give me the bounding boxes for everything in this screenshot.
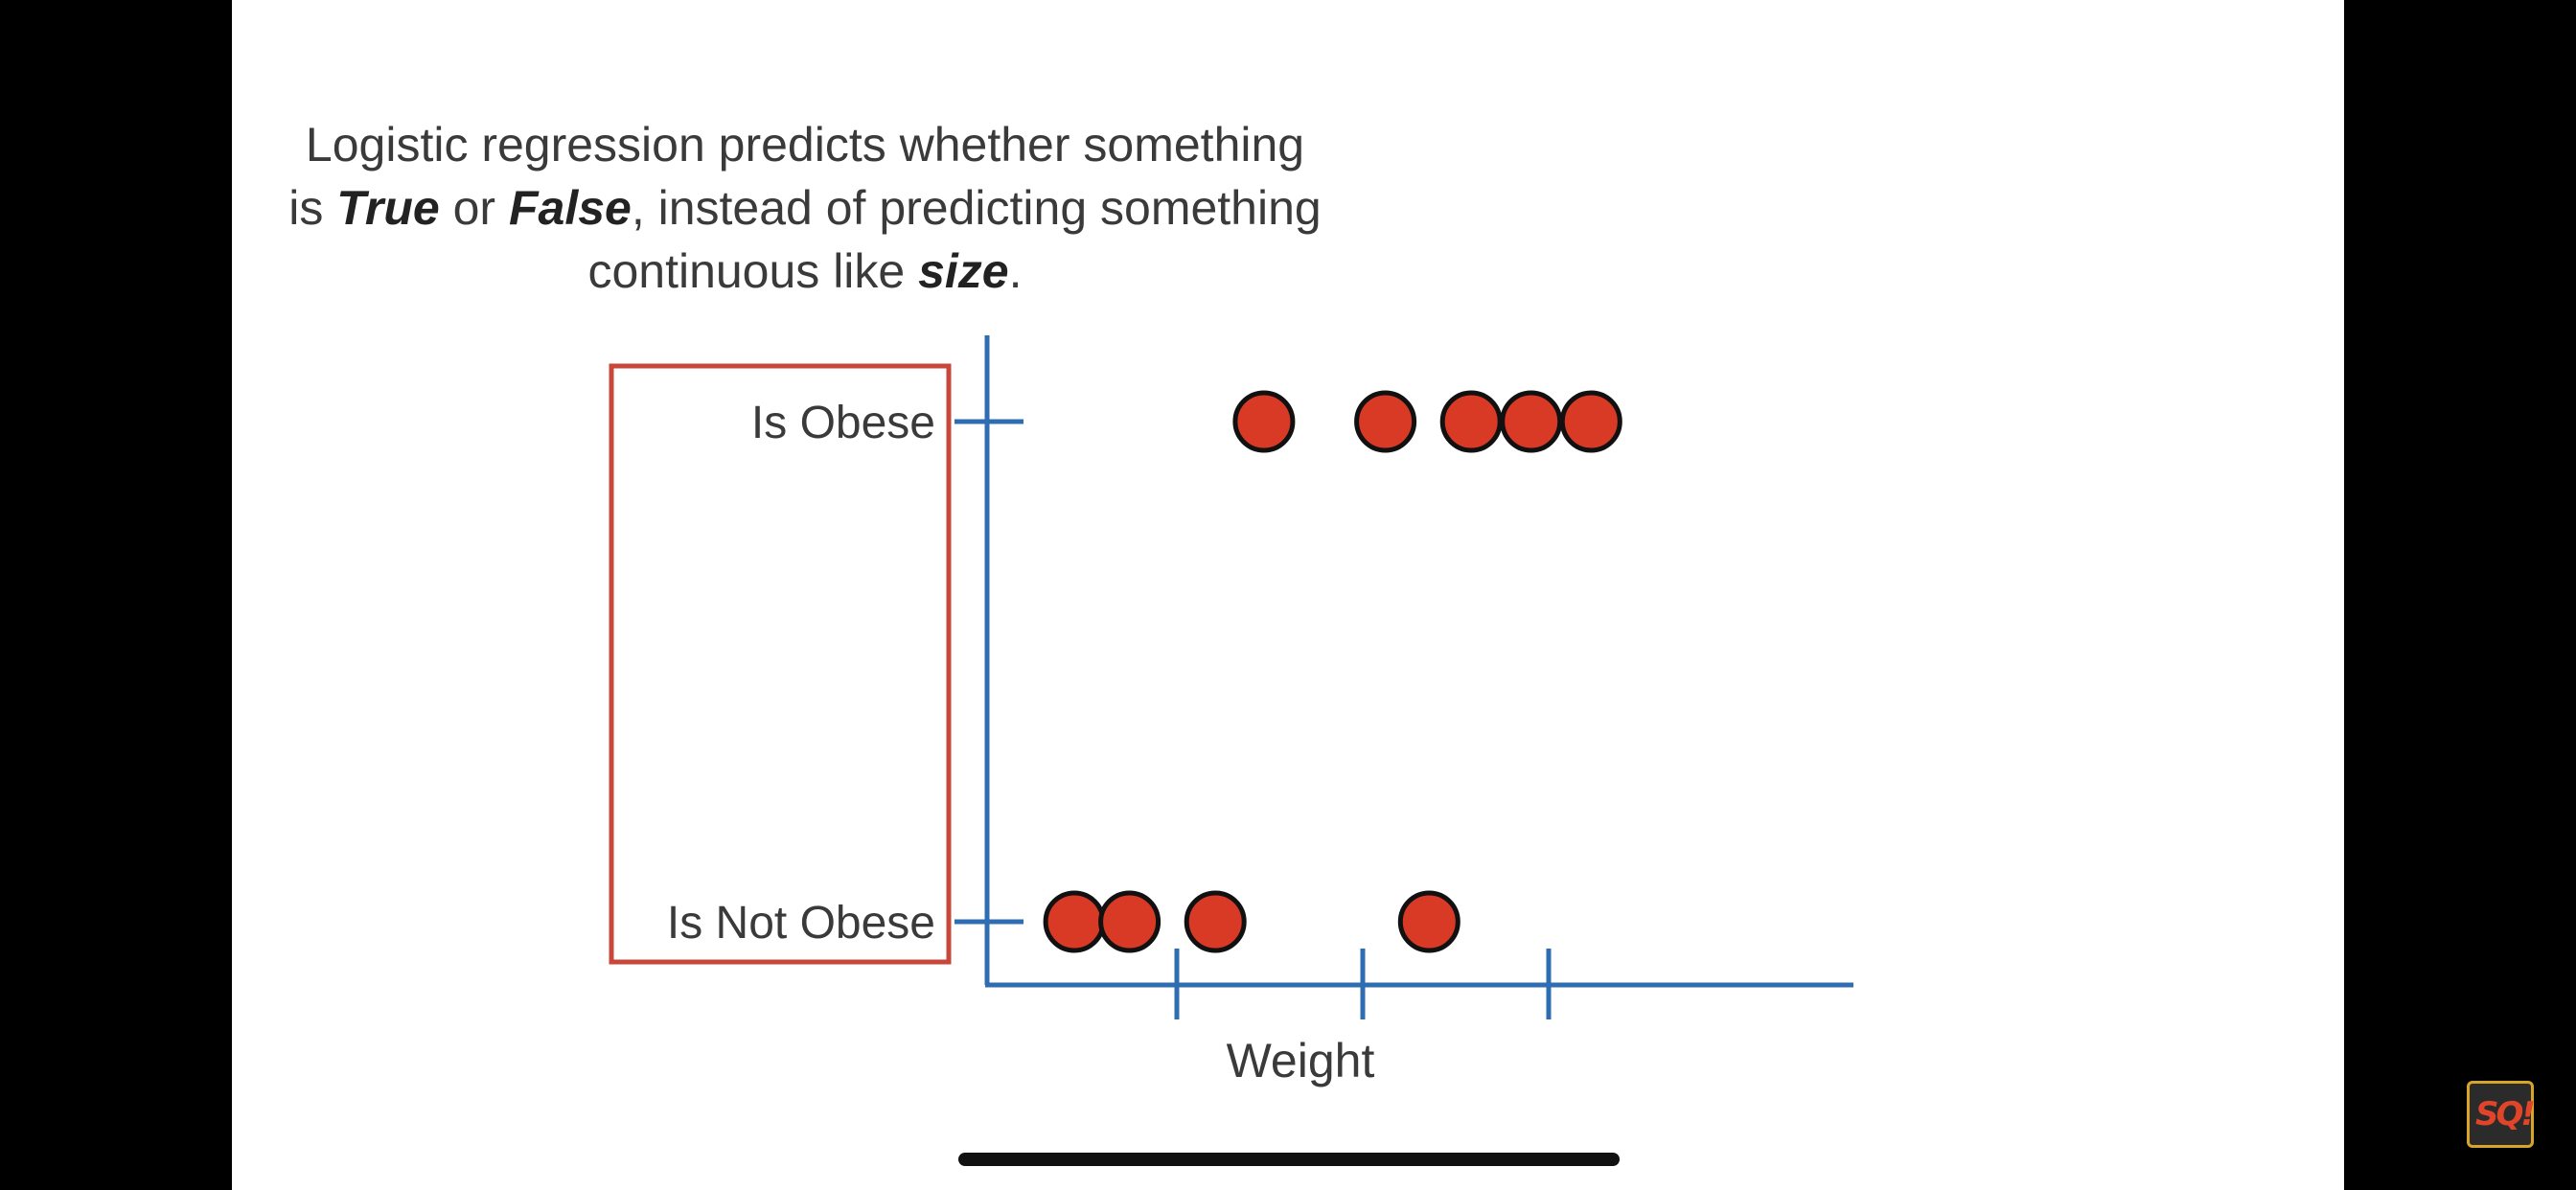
- obese-point-2: [1354, 390, 1417, 453]
- caption-size-word: size: [918, 244, 1009, 298]
- home-indicator-bar[interactable]: [958, 1153, 1620, 1166]
- caption-true-word: True: [336, 181, 440, 235]
- not-obese-point-2: [1098, 890, 1162, 953]
- caption-part-2: or: [439, 181, 509, 235]
- obese-point-4: [1500, 390, 1563, 453]
- caption-part-1: Logistic regression predicts whether som…: [288, 118, 1305, 235]
- channel-logo[interactable]: SQ!: [2467, 1081, 2536, 1148]
- caption-false-word: False: [508, 181, 632, 235]
- obese-point-3: [1439, 390, 1503, 453]
- caption-part-3: , instead of predicting something contin…: [587, 181, 1322, 298]
- x-axis-label: Weight: [1227, 1034, 1375, 1087]
- caption-part-4: .: [1008, 244, 1023, 298]
- not-obese-point-3: [1184, 890, 1247, 953]
- not-obese-point-4: [1397, 890, 1460, 953]
- y-category-label: Is Not Obese: [667, 898, 935, 949]
- y-category-label: Is Obese: [751, 398, 935, 448]
- y-labels-highlight-box: [609, 363, 952, 965]
- not-obese-point-1: [1043, 890, 1106, 953]
- slide-caption: Logistic regression predicts whether som…: [288, 113, 1322, 303]
- video-slide: [232, 0, 2344, 1190]
- channel-logo-text: SQ!: [2475, 1095, 2536, 1133]
- obese-point-5: [1559, 390, 1622, 453]
- obese-point-1: [1232, 390, 1296, 453]
